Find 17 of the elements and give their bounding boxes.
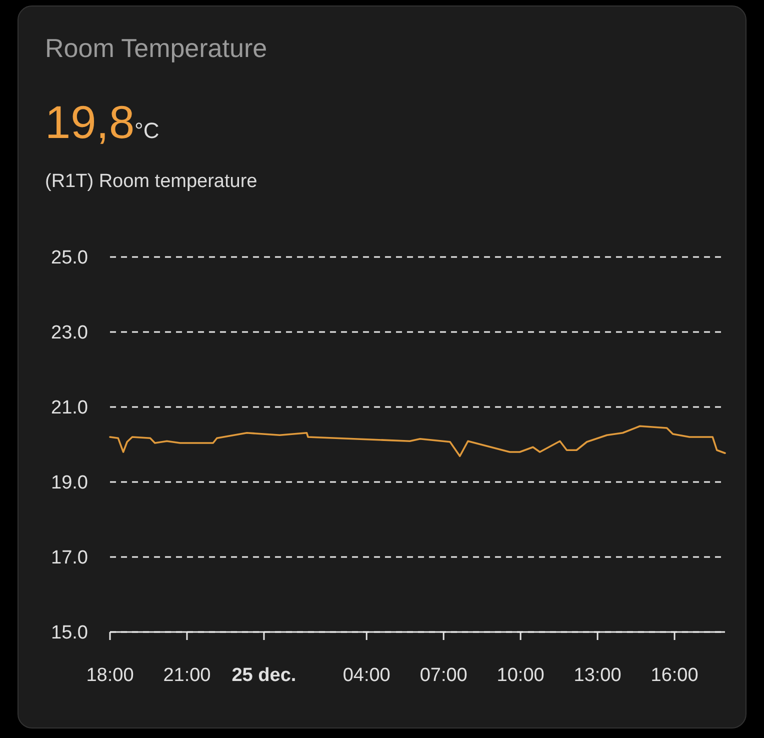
x-tick-label: 10:00: [496, 665, 544, 686]
x-tick-label: 13:00: [574, 665, 622, 686]
y-tick-label: 21.0: [51, 398, 88, 419]
y-tick-label: 25.0: [51, 248, 88, 269]
x-tick-label: 07:00: [420, 665, 468, 686]
chart-subtitle: (R1T) Room temperature: [45, 171, 258, 192]
x-tick-label: 25 dec.: [232, 665, 296, 686]
text: 19,8°C: [45, 96, 160, 148]
x-tick-label: 21:00: [163, 665, 211, 686]
y-tick-label: 19.0: [51, 472, 88, 494]
x-tick-label: 18:00: [86, 665, 134, 686]
y-tick-label: 17.0: [51, 548, 88, 569]
y-tick-label: 23.0: [51, 322, 88, 344]
y-tick-label: 15.0: [51, 622, 88, 644]
x-tick-label: 16:00: [650, 665, 698, 686]
chart-title: Room Temperature: [45, 33, 268, 63]
x-tick-label: 04:00: [342, 665, 390, 686]
